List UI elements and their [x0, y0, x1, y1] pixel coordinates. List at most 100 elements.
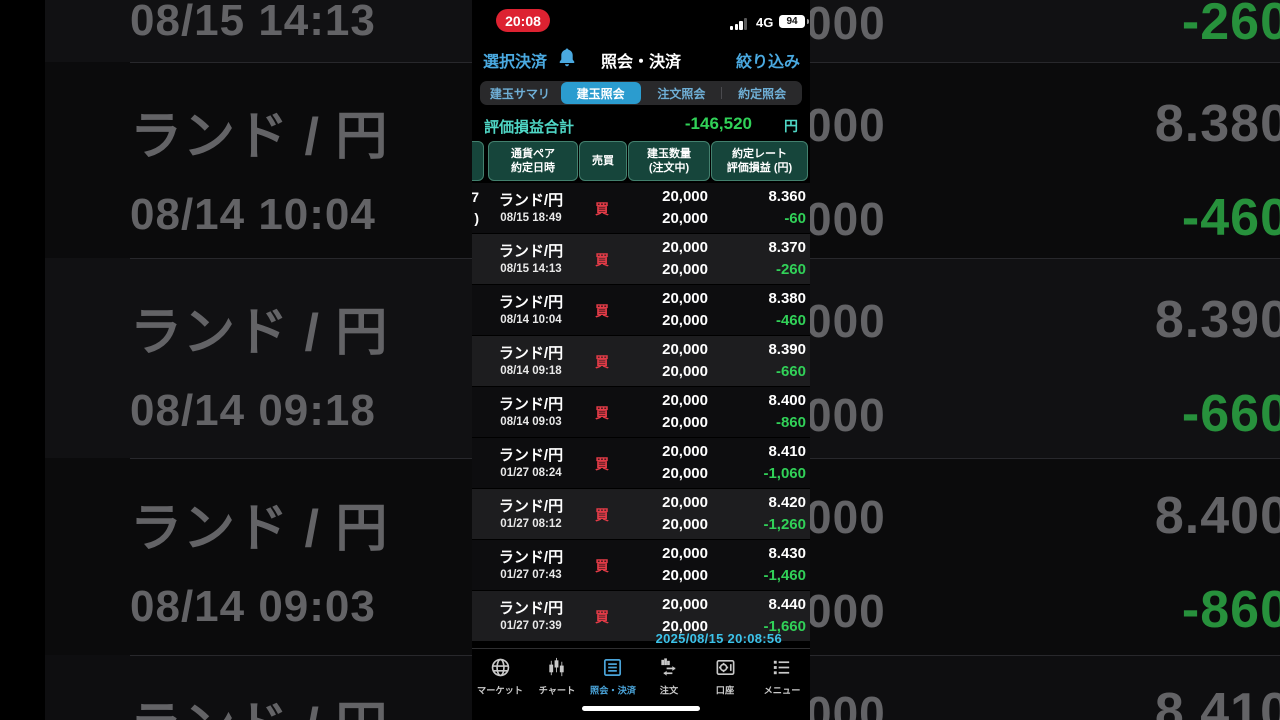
- bg-right-line: 8.390: [1154, 291, 1280, 349]
- header-pair-line: 通貨ペア: [511, 148, 555, 160]
- position-list: ランド/円 08/15 18:49 買 20,000 20,000 8.360 …: [472, 183, 810, 642]
- unrealized-pl: -1,660: [763, 618, 806, 635]
- trade-datetime: 01/27 08:24: [500, 467, 562, 479]
- nav-label: チャート: [538, 686, 575, 697]
- bg-quantity-fragment: 000: [806, 193, 886, 245]
- bg-quantity-fragment: 000: [806, 99, 886, 151]
- position-qty: 20,000: [662, 545, 708, 562]
- table-row[interactable]: ランド/円 01/27 08:12 買 20,000 20,000 8.420 …: [472, 489, 810, 540]
- quote-timestamp: 2025/08/15 20:08:56: [655, 631, 782, 646]
- trade-datetime: 08/15 18:49: [500, 212, 562, 224]
- nav-item-account[interactable]: 口座: [697, 649, 753, 720]
- execution-rate: 8.420: [768, 494, 806, 511]
- execution-rate: 8.430: [768, 545, 806, 562]
- select-settle-button[interactable]: 選択決済: [483, 54, 548, 71]
- nav-item-market[interactable]: マーケット: [472, 649, 528, 720]
- trade-datetime: 01/27 07:39: [500, 620, 562, 632]
- header-side: 売買: [579, 141, 627, 181]
- execution-rate: 8.400: [768, 392, 806, 409]
- page-title: 照会・決済: [600, 54, 681, 71]
- table-row[interactable]: ランド/円 08/15 18:49 買 20,000 20,000 8.360 …: [472, 183, 810, 234]
- globe-icon: [491, 658, 509, 677]
- bg-left-line: ランド / 円: [130, 500, 389, 558]
- recording-time-pill[interactable]: 20:08: [496, 9, 550, 32]
- nav-item-chart[interactable]: チャート: [528, 649, 584, 720]
- network-type-label: 4G: [756, 15, 774, 30]
- bg-quantity-fragment: 000: [806, 295, 886, 347]
- execution-rate: 8.360: [768, 188, 806, 205]
- bell-icon[interactable]: [558, 47, 576, 67]
- tab-execution-inquiry[interactable]: 約定照会: [738, 86, 787, 101]
- table-row[interactable]: ランド/円 08/14 09:18 買 20,000 20,000 8.390 …: [472, 336, 810, 387]
- tab-position-summary[interactable]: 建玉サマリ: [489, 86, 550, 101]
- bg-right-line: 8.400: [1154, 487, 1280, 545]
- currency-pair: ランド/円: [498, 498, 564, 515]
- table-row[interactable]: ランド/円 01/27 08:24 買 20,000 20,000 8.410 …: [472, 438, 810, 489]
- bg-right-line: 8.380: [1154, 95, 1280, 153]
- unrealized-pl: -860: [775, 414, 806, 431]
- menu-list-icon: [774, 660, 790, 675]
- header-qty-line: 建玉数量: [647, 148, 691, 160]
- order-qty: 20,000: [662, 261, 708, 278]
- header-qty-order-line: (注文中): [648, 162, 690, 174]
- order-qty: 20,000: [662, 567, 708, 584]
- battery-icon: 94: [779, 15, 805, 28]
- nav-item-menu[interactable]: メニュー: [754, 649, 810, 720]
- trade-datetime: 08/14 09:03: [500, 416, 562, 428]
- order-qty: 20,000: [662, 363, 708, 380]
- table-row[interactable]: ランド/円 08/14 09:03 買 20,000 20,000 8.400 …: [472, 387, 810, 438]
- bg-left-line: 08/14 09:18: [130, 386, 376, 435]
- bg-left-line: 08/15 14:13: [130, 0, 376, 45]
- buy-sell-label: 買: [595, 251, 609, 268]
- clipped-left-column-fragment: 7): [472, 189, 479, 226]
- currency-pair: ランド/円: [498, 345, 564, 362]
- filter-button[interactable]: 絞り込み: [735, 54, 800, 71]
- buy-sell-label: 買: [595, 455, 609, 472]
- tab-order-inquiry[interactable]: 注文照会: [657, 86, 706, 101]
- position-qty: 20,000: [662, 443, 708, 460]
- home-indicator[interactable]: [582, 706, 700, 711]
- table-row[interactable]: ランド/円 08/15 14:13 買 20,000 20,000 8.370 …: [472, 234, 810, 285]
- nav-label: マーケット: [477, 686, 524, 697]
- header-rate-pl: 約定レート 評価損益 (円): [711, 141, 808, 181]
- currency-pair: ランド/円: [498, 192, 564, 209]
- header-quantity: 建玉数量 (注文中): [628, 141, 710, 181]
- bg-quantity-fragment: 000: [806, 389, 886, 441]
- currency-pair: ランド/円: [498, 396, 564, 413]
- trade-datetime: 08/15 14:13: [500, 263, 562, 275]
- battery-cap: [807, 19, 809, 24]
- execution-rate: 8.390: [768, 341, 806, 358]
- unrealized-pl: -460: [775, 312, 806, 329]
- bg-left-line: 08/14 09:03: [130, 582, 376, 631]
- currency-pair: ランド/円: [498, 600, 564, 617]
- bg-left-line: 08/14 10:04: [130, 190, 376, 239]
- header-pl-line: 評価損益 (円): [726, 162, 793, 174]
- currency-pair: ランド/円: [498, 294, 564, 311]
- table-row[interactable]: ランド/円 01/27 07:43 買 20,000 20,000 8.430 …: [472, 540, 810, 591]
- tab-position-inquiry[interactable]: 建玉照会: [560, 82, 641, 104]
- buy-sell-label: 買: [595, 557, 609, 574]
- buy-sell-label: 買: [595, 404, 609, 421]
- position-qty: 20,000: [662, 494, 708, 511]
- bg-quantity-fragment: 000: [806, 0, 886, 49]
- currency-pair: ランド/円: [498, 549, 564, 566]
- nav-label: 口座: [716, 686, 735, 697]
- table-row[interactable]: ランド/円 08/14 10:04 買 20,000 20,000 8.380 …: [472, 285, 810, 336]
- nav-item-inquiry-settle[interactable]: 照会・決済: [585, 649, 641, 720]
- bg-right-line: -660: [1181, 385, 1280, 443]
- execution-rate: 8.440: [768, 596, 806, 613]
- header-pair-datetime: 通貨ペア 約定日時: [488, 141, 578, 181]
- bg-right-line: -260: [1181, 0, 1280, 51]
- trade-datetime: 01/27 07:43: [500, 569, 562, 581]
- table-row[interactable]: ランド/円 01/27 07:39 買 20,000 20,000 8.440 …: [472, 591, 810, 642]
- bg-right-line: 8.410: [1154, 683, 1280, 720]
- currency-pair: ランド/円: [498, 447, 564, 464]
- total-pl-value: -146,520: [684, 114, 752, 133]
- nav-label: 照会・決済: [589, 686, 636, 697]
- safe-icon: [716, 659, 735, 676]
- bg-quantity-fragment: 000: [806, 585, 886, 637]
- nav-item-order[interactable]: 注文: [641, 649, 697, 720]
- order-qty: 20,000: [662, 312, 708, 329]
- signal-strength-icon: [730, 17, 752, 30]
